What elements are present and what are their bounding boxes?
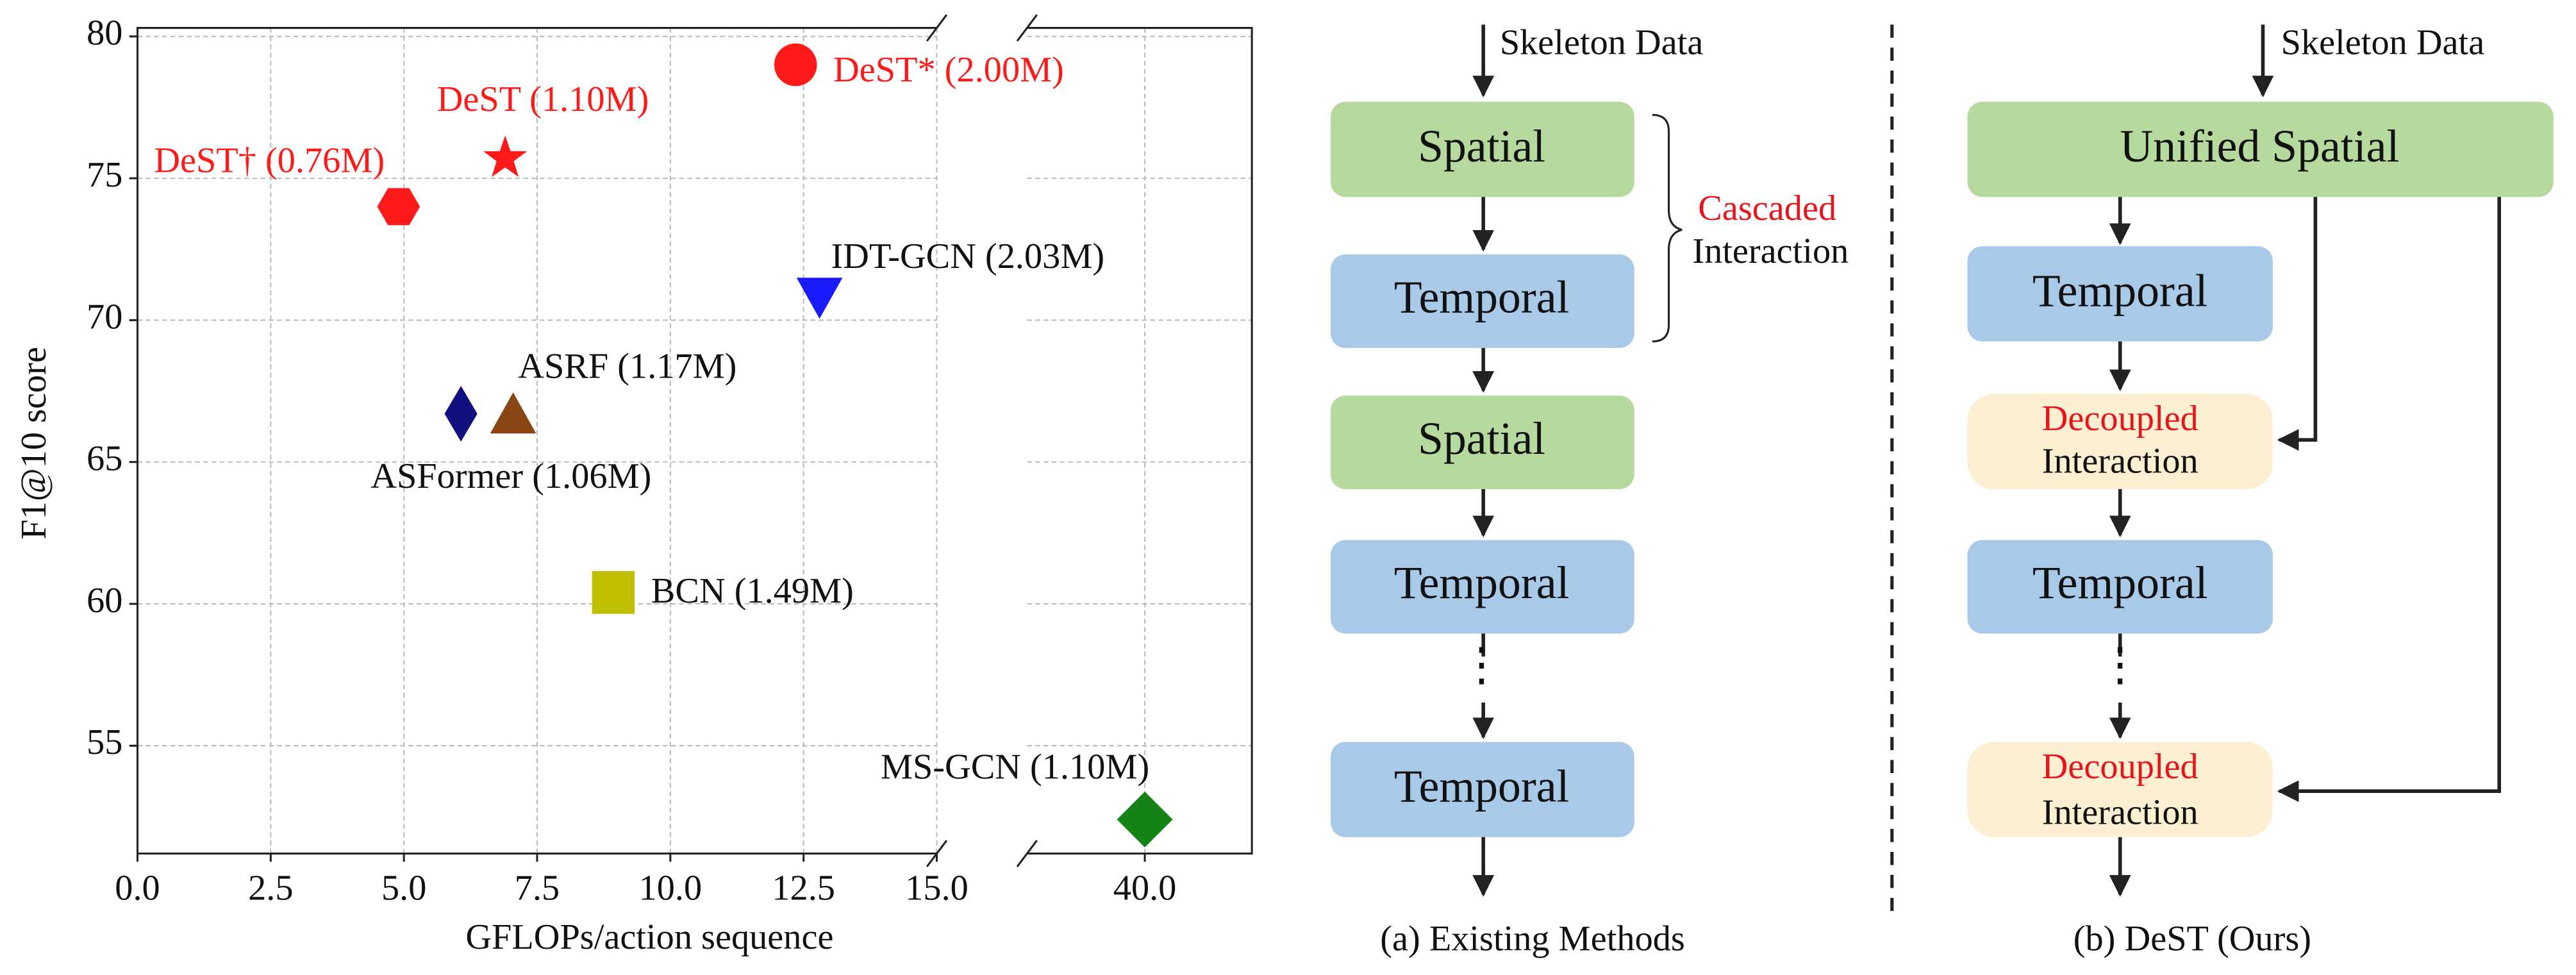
brace-label: Interaction xyxy=(1692,231,1849,271)
point-label: DeST† (0.76M) xyxy=(154,141,385,181)
node-label: Temporal xyxy=(1394,761,1570,812)
diagram-b: Skeleton Data Unified Spatial Temporal D… xyxy=(1967,23,2554,959)
x-tick-label: 5.0 xyxy=(381,868,426,908)
node-label: Temporal xyxy=(1394,272,1570,323)
y-tick-label: 80 xyxy=(87,13,122,53)
decoupled-box xyxy=(1967,394,2273,490)
node-label: Interaction xyxy=(2042,793,2198,833)
caption: (a) Existing Methods xyxy=(1380,919,1685,959)
caption: (b) DeST (Ours) xyxy=(2073,919,2311,959)
temporal-box xyxy=(1331,742,1634,837)
point-label: DeST* (2.00M) xyxy=(833,50,1064,90)
brace-label: Cascaded xyxy=(1698,188,1836,228)
point xyxy=(490,392,536,434)
point xyxy=(377,188,420,226)
point xyxy=(483,135,528,178)
point-label: DeST (1.10M) xyxy=(437,79,649,119)
y-tick-label: 70 xyxy=(87,297,122,337)
ellipsis: ⋮ xyxy=(2097,639,2143,690)
skip-arrow xyxy=(2277,197,2502,803)
temporal-box xyxy=(1331,254,1634,348)
node-label: Temporal xyxy=(1394,557,1570,608)
brace xyxy=(1652,113,1683,343)
node-label: Interaction xyxy=(2042,442,2198,481)
x-tick-label: 2.5 xyxy=(248,868,293,908)
spatial-box xyxy=(1331,101,1634,197)
axis-break xyxy=(926,14,1038,867)
spatial-box xyxy=(1331,396,1634,490)
x-tick-label: 7.5 xyxy=(515,868,560,908)
point xyxy=(592,571,635,614)
point-label: IDT-GCN (2.03M) xyxy=(831,237,1105,276)
x-axis-label: GFLOPs/action sequence xyxy=(465,917,833,957)
temporal-box xyxy=(1967,540,2273,634)
node-label: Decoupled xyxy=(2042,747,2198,787)
point xyxy=(774,43,817,87)
node-label: Spatial xyxy=(1418,121,1545,172)
y-tick-label: 65 xyxy=(87,439,122,479)
y-tick-label: 60 xyxy=(87,581,122,621)
point xyxy=(444,385,478,442)
temporal-box xyxy=(1331,540,1634,634)
x-tick-label: 12.5 xyxy=(772,868,835,908)
x-tick-label: 15.0 xyxy=(905,868,968,908)
node-label: Temporal xyxy=(2032,557,2208,608)
point-label: BCN (1.49M) xyxy=(651,571,854,611)
input-label: Skeleton Data xyxy=(2281,23,2485,63)
node-label: Unified Spatial xyxy=(2120,121,2399,172)
unified-spatial-box xyxy=(1967,101,2554,197)
point-label: ASRF (1.17M) xyxy=(518,346,736,386)
node-label: Decoupled xyxy=(2042,399,2198,438)
x-tick-label: 10.0 xyxy=(639,868,702,908)
point-label: ASFormer (1.06M) xyxy=(370,456,651,496)
temporal-box xyxy=(1967,246,2273,342)
y-axis-label: F1@10 score xyxy=(14,347,54,540)
diagram-a: Skeleton Data Spatial Temporal Spatial T… xyxy=(1331,23,1849,959)
point-label: MS-GCN (1.10M) xyxy=(881,747,1149,787)
y-tick-label: 75 xyxy=(87,155,122,195)
x-tick-label: 40.0 xyxy=(1113,868,1177,908)
x-tick-label: 0.0 xyxy=(115,868,160,908)
point xyxy=(796,278,843,319)
node-label: Spatial xyxy=(1418,413,1545,464)
axis-frame xyxy=(136,26,1253,855)
scatter-chart: 55 60 65 70 75 80 0.0 2.5 5.0 7.5 10.0 12.5 15.0 40.0… xyxy=(14,13,1253,957)
skip-arrow xyxy=(2277,197,2318,451)
node-label: Temporal xyxy=(2032,265,2208,316)
decoupled-box xyxy=(1967,742,2273,837)
y-tick-label: 55 xyxy=(87,722,122,762)
point xyxy=(1117,791,1173,847)
ellipsis: ⋮ xyxy=(1459,639,1505,690)
input-label: Skeleton Data xyxy=(1500,23,1704,63)
